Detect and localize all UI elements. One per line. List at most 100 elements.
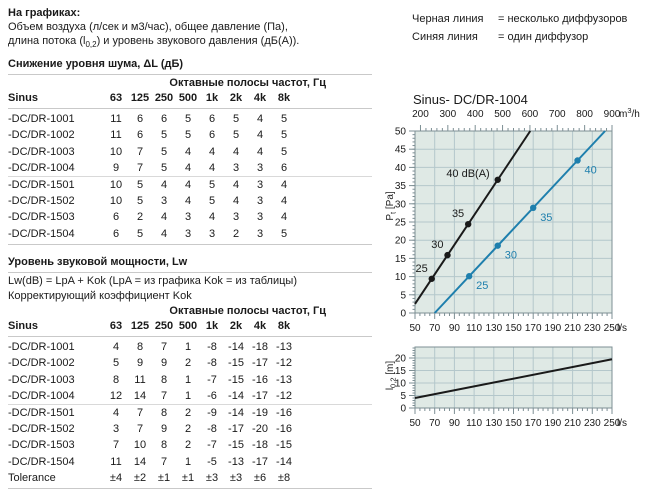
column-header: 1k (205, 92, 219, 105)
table-cell: -13 (276, 373, 292, 386)
sound-power-table: Уровень звуковой мощности, Lw Lw(dB) = L… (8, 256, 372, 491)
table-cell: 4 (256, 129, 264, 142)
table-cell: 1 (184, 389, 192, 402)
data-point-label: 35 (452, 208, 464, 220)
legend-black-line-label: Черная линия (412, 13, 484, 25)
table-cell: 7 (160, 389, 168, 402)
legend-black-line-value: = несколько диффузоров (498, 13, 628, 25)
x-tick-label: 150 (505, 418, 522, 429)
table-cell: -15 (228, 439, 244, 452)
y-tick-label: 15 (395, 254, 407, 265)
y-tick-label: 10 (395, 379, 407, 390)
table-cell: -14 (228, 389, 244, 402)
table-cell: 4 (280, 211, 288, 224)
table-cell: -15 (276, 439, 292, 452)
data-point-label: 40 dB(A) (446, 168, 489, 180)
correction-coefficient-label: Корректирующий коэффициент Kok (8, 290, 192, 302)
model-name: -DC/DR-1001 (8, 113, 75, 126)
y-axis-title: l0,2 [m] (385, 361, 398, 391)
table-row: -DC/DR-1502 10 5 3 4 5 4 3 4 (8, 193, 372, 209)
table-cell: 8 (160, 439, 168, 452)
table-cell: 4 (112, 341, 120, 354)
y-tick-label: 10 (395, 272, 407, 283)
table-row: -DC/DR-1001 4 8 7 1 -8 -14 -18 -13 (8, 339, 372, 355)
table-cell: 5 (160, 145, 168, 158)
divider (8, 272, 372, 273)
legend-blue-line-label: Синяя линия (412, 31, 478, 43)
table-cell: ±6 (253, 471, 267, 484)
model-name: -DC/DR-1503 (8, 439, 75, 452)
table-title: Снижение уровня шума, ΔL (дБ) (8, 58, 184, 70)
table-cell: 4 (160, 227, 168, 240)
table-cell: 4 (280, 179, 288, 192)
intro-line1: Объем воздуха (л/сек и м3/час), общее да… (8, 21, 288, 33)
table-cell: ±1 (181, 471, 195, 484)
table-cell: -8 (207, 423, 217, 436)
table-row: -DC/DR-1001 11 6 6 5 6 5 4 5 (8, 111, 372, 127)
table-cell: 2 (184, 439, 192, 452)
data-point-label: 25 (415, 263, 427, 275)
table-cell: ±2 (133, 471, 147, 484)
top-tick-label: 300 (439, 109, 456, 120)
table-cell: ±8 (277, 471, 291, 484)
table-cell: 5 (232, 129, 240, 142)
column-header: 8k (277, 320, 291, 333)
data-point (428, 275, 435, 282)
divider (8, 243, 372, 245)
x-tick-label: 70 (429, 418, 441, 429)
x-tick-label: 210 (564, 418, 581, 429)
table-cell: -5 (207, 455, 217, 468)
divider (8, 74, 372, 75)
table-cell: 7 (136, 161, 144, 174)
data-point (494, 242, 501, 249)
table-cell: -12 (276, 357, 292, 370)
table-cell: 5 (136, 195, 144, 208)
table-cell: 2 (232, 227, 240, 240)
column-header: 63 (109, 92, 123, 105)
column-header: 500 (178, 92, 198, 105)
data-point-label: 30 (431, 239, 443, 251)
table-cell: 5 (136, 179, 144, 192)
table-body: -DC/DR-1001 11 6 6 5 6 5 4 5 -DC/DR-1002 11 6 5 5 6 5 4 5… (8, 111, 372, 242)
table-cell: 2 (184, 357, 192, 370)
table-cell: 6 (112, 227, 120, 240)
y-tick-label: 50 (395, 127, 407, 138)
table-cell: 5 (160, 129, 168, 142)
table-row: -DC/DR-1504 11 14 7 1 -5 -13 -17 -14 (8, 454, 372, 470)
x-axis-unit: l/s (617, 418, 627, 429)
table-cell: 1 (184, 373, 192, 386)
table-cell: 4 (208, 211, 216, 224)
column-header: Sinus (8, 92, 38, 105)
model-name: -DC/DR-1004 (8, 161, 75, 174)
table-cell: 2 (184, 407, 192, 420)
data-point-label: 35 (540, 212, 552, 224)
table-cell: 8 (112, 373, 120, 386)
noise-reduction-table: Снижение уровня шума, ΔL (дБ) Октавные п… (8, 58, 372, 247)
table-cell: -7 (207, 373, 217, 386)
table-cell: -17 (252, 389, 268, 402)
table-cell: 7 (136, 407, 144, 420)
octave-bands-header: Октавные полосы частот, Гц (169, 77, 326, 89)
table-cell: 10 (109, 195, 123, 208)
y-tick-label: 45 (395, 145, 407, 156)
table-cell: 7 (136, 423, 144, 436)
y-tick-label: 0 (400, 404, 406, 415)
table-cell: 5 (184, 113, 192, 126)
table-title: Уровень звуковой мощности, Lw (8, 256, 188, 268)
top-tick-label: 600 (522, 109, 539, 120)
octave-bands-header: Октавные полосы частот, Гц (169, 305, 326, 317)
table-cell: 11 (110, 113, 122, 126)
y-tick-label: 5 (400, 290, 406, 301)
top-tick-label: 500 (494, 109, 511, 120)
table-cell: ±3 (229, 471, 243, 484)
x-tick-label: 90 (449, 323, 461, 334)
table-cell: 11 (110, 455, 122, 468)
table-cell: 4 (160, 211, 168, 224)
x-tick-label: 170 (525, 418, 542, 429)
table-cell: 5 (232, 113, 240, 126)
data-point-label: 25 (476, 280, 488, 292)
table-cell: -18 (252, 341, 268, 354)
table-cell: 5 (280, 129, 288, 142)
table-cell: 3 (256, 195, 264, 208)
data-point (464, 220, 472, 228)
